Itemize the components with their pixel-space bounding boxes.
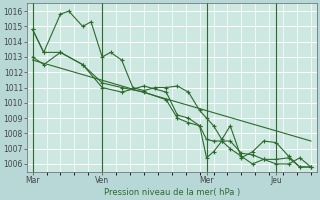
X-axis label: Pression niveau de la mer( hPa ): Pression niveau de la mer( hPa ) (104, 188, 240, 197)
